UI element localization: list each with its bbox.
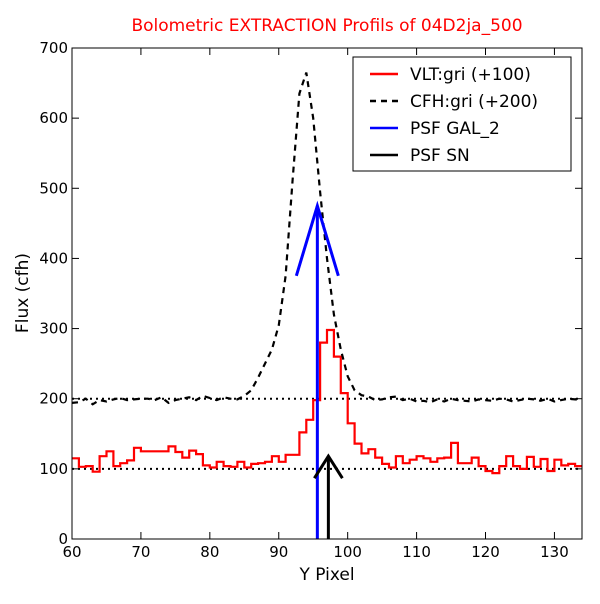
y-tick-label: 700 (39, 39, 68, 57)
series-line-cfh-gri (72, 72, 582, 406)
legend-item-psf-sn: PSF SN (370, 146, 470, 166)
legend-item-vlt-gri: VLT:gri (+100) (370, 65, 531, 85)
x-tick-label: 90 (269, 543, 288, 561)
chart-title: Bolometric EXTRACTION Profils of 04D2ja_… (131, 16, 522, 36)
legend-item-psf-gal-2: PSF GAL_2 (370, 119, 500, 139)
x-tick-label: 70 (131, 543, 150, 561)
annotation-arrow-psf-gal-2 (294, 200, 340, 539)
legend-label: PSF GAL_2 (410, 119, 500, 139)
plot-frame (71, 47, 583, 540)
legend-label: CFH:gri (+200) (410, 92, 538, 112)
x-axis-label: Y Pixel (298, 565, 354, 585)
annotation-arrow-psf-sn (313, 453, 344, 539)
y-tick-label: 0 (58, 530, 68, 548)
y-axis-label: Flux (cfh) (13, 253, 33, 333)
series-line-vlt-gri (72, 328, 582, 475)
x-tick-label: 110 (402, 543, 431, 561)
y-tick-label: 200 (39, 390, 68, 408)
plot-area (72, 72, 582, 539)
legend-label: VLT:gri (+100) (410, 65, 531, 85)
axis-ticks: 60 70 80 90 100 110 120 130 0 100 200 300 400 500 600 7… (39, 39, 582, 561)
y-tick-label: 500 (39, 179, 68, 197)
y-tick-label: 100 (39, 460, 68, 478)
legend-item-cfh-gri: CFH:gri (+200) (370, 92, 538, 112)
x-tick-label: 80 (200, 543, 219, 561)
y-tick-label: 400 (39, 249, 68, 267)
legend-box (352, 56, 572, 172)
legend: VLT:gri (+100) CFH:gri (+200) PSF GAL_2 PSF… (352, 56, 572, 172)
x-tick-label: 60 (62, 543, 81, 561)
y-tick-label: 300 (39, 320, 68, 338)
x-tick-label: 120 (471, 543, 500, 561)
x-tick-label: 100 (333, 543, 362, 561)
y-tick-label: 600 (39, 109, 68, 127)
legend-label: PSF SN (410, 146, 470, 166)
x-tick-label: 130 (540, 543, 569, 561)
